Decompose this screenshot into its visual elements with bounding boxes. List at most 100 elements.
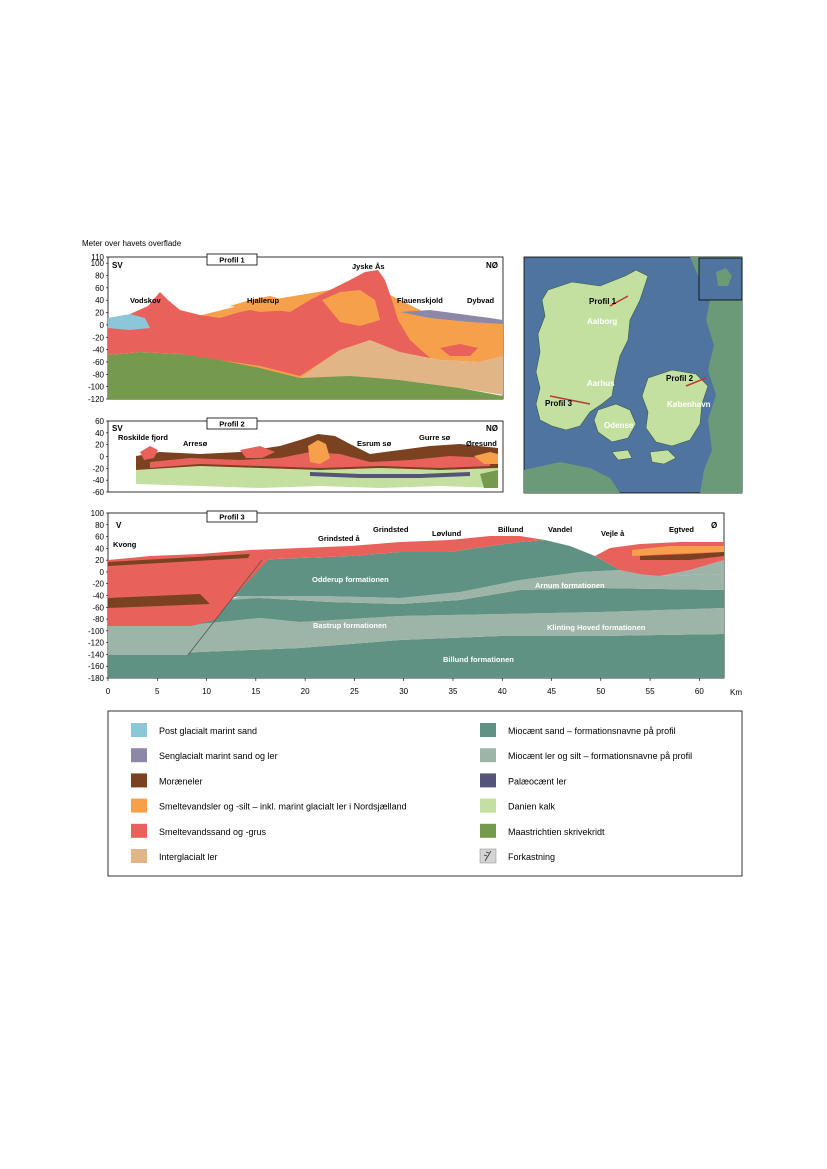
- y-tick-label: -100: [88, 627, 105, 636]
- x-tick-label: 10: [202, 687, 211, 696]
- x-tick-label: 30: [399, 687, 408, 696]
- y-tick-label: -180: [88, 674, 105, 683]
- place-hjallerup: Hjallerup: [247, 296, 280, 305]
- x-axis-unit: Km: [730, 688, 742, 697]
- y-tick-label: 60: [95, 284, 104, 293]
- profile-2: Profil 2 SV NØ 60 40 20 0 -20 -40 -60 Roskilde…: [92, 417, 504, 497]
- legend-label: Senglacialt marint sand og ler: [159, 751, 278, 761]
- x-tick-label: 25: [350, 687, 359, 696]
- profile-2-y-axis: 60 40 20 0 -20 -40 -60: [92, 417, 108, 497]
- legend-swatch: [480, 823, 496, 838]
- y-tick-label: -20: [92, 580, 104, 589]
- place-oresund: Øresund: [466, 439, 497, 448]
- x-tick-label: 15: [251, 687, 260, 696]
- y-tick-label: -60: [92, 358, 104, 367]
- place-grindsted: Grindsted: [373, 525, 409, 534]
- legend-label: Smeltevandsler og -silt – inkl. marint g…: [159, 802, 407, 812]
- x-tick-label: 5: [155, 687, 160, 696]
- y-tick-label: -40: [92, 346, 104, 355]
- senglacial-1: [400, 310, 503, 324]
- profile-3-line: [549, 395, 591, 405]
- x-tick-label: 20: [301, 687, 310, 696]
- legend-swatch: [131, 773, 147, 788]
- place-grindsted-a: Grindsted å: [318, 534, 361, 543]
- y-tick-label: -60: [92, 488, 104, 497]
- place-vandel: Vandel: [548, 525, 572, 534]
- place-gurre-so: Gurre sø: [419, 433, 451, 442]
- y-tick-label: -20: [92, 464, 104, 473]
- y-tick-label: 20: [95, 309, 104, 318]
- label-odderup: Odderup formationen: [312, 575, 389, 584]
- y-tick-label: -40: [92, 592, 104, 601]
- map-label-profil-2: Profil 2: [666, 374, 694, 383]
- fault-line: [187, 559, 263, 656]
- y-tick-label: 110: [91, 253, 104, 262]
- map-label-profil-1: Profil 1: [589, 297, 617, 306]
- legend-item: Palæocænt ler: [480, 773, 567, 788]
- bastrup-formation: [190, 588, 724, 626]
- legend-item: Smeltevandsler og -silt – inkl. marint g…: [131, 798, 407, 813]
- y-tick-label: 100: [91, 509, 105, 518]
- y-tick-label: 80: [95, 272, 104, 281]
- y-tick-label: -160: [88, 662, 105, 671]
- place-kvong: Kvong: [113, 540, 137, 549]
- profile-2-dir-left: SV: [112, 424, 123, 433]
- x-tick-label: 40: [498, 687, 507, 696]
- legend-swatch: [131, 748, 147, 763]
- legend-item: Smeltevandssand og -grus: [131, 823, 267, 838]
- profile-1-dir-right: NØ: [486, 261, 498, 270]
- y-tick-label: 40: [95, 429, 104, 438]
- y-tick-label: -80: [92, 615, 104, 624]
- profile-3-y-axis: 100 80 60 40 20 0 -20 -40 -60 -80 -100 -120 -140 -160…: [88, 509, 108, 683]
- y-tick-label: -40: [92, 476, 104, 485]
- y-tick-label: 20: [95, 441, 104, 450]
- postglacial-1: [108, 314, 150, 330]
- y-tick-label: 0: [100, 568, 105, 577]
- legend-item: Miocænt ler og silt – formationsnavne på…: [480, 748, 692, 763]
- legend-swatch: [131, 723, 147, 737]
- place-roskilde-fjord: Roskilde fjord: [118, 433, 168, 442]
- place-flauenskjold: Flauenskjold: [397, 296, 443, 305]
- map-city-aalborg: Aalborg: [587, 317, 617, 326]
- x-tick-label: 45: [547, 687, 556, 696]
- klinting-hoved-formation: [108, 608, 724, 655]
- place-arreso: Arresø: [183, 439, 208, 448]
- arnum-formation: [230, 570, 724, 604]
- billund-formation: [108, 634, 724, 678]
- y-tick-label: 80: [95, 521, 104, 530]
- legend-label: Miocænt ler og silt – formationsnavne på…: [508, 751, 692, 761]
- legend-swatch: [480, 723, 496, 737]
- y-tick-label: -100: [88, 383, 105, 392]
- profile-3: Profil 3 V Ø 100806040200-20-40-60-80-10…: [88, 509, 742, 697]
- legend-swatch: [480, 748, 496, 763]
- profile-1-line: [609, 295, 629, 307]
- legend-label: Moræneler: [159, 776, 203, 786]
- legend-swatch: [480, 798, 496, 813]
- place-vejle-a: Vejle å: [601, 529, 625, 538]
- location-map: Profil 1 Profil 2 Profil 3 Aalborg Aarhu…: [523, 256, 743, 494]
- legend-label: Smeltevandssand og -grus: [159, 827, 267, 837]
- map-city-kobenhavn: København: [667, 400, 711, 409]
- y-tick-label: -120: [88, 395, 105, 404]
- y-tick-label: -140: [88, 650, 105, 659]
- legend-item: Moræneler: [131, 773, 203, 788]
- y-tick-label: 100: [91, 259, 105, 268]
- place-vodskov: Vodskov: [130, 296, 162, 305]
- legend-swatch: [480, 773, 496, 788]
- legend-item: Senglacialt marint sand og ler: [131, 748, 278, 763]
- y-tick-label: -80: [92, 370, 104, 379]
- y-tick-label: 40: [95, 296, 104, 305]
- y-tick-label: 40: [95, 544, 104, 553]
- legend-item: Interglacialt ler: [131, 849, 218, 863]
- label-bastrup: Bastrup formationen: [313, 621, 387, 630]
- legend-item: Maastrichtien skrivekridt: [480, 823, 605, 838]
- odderup-formation: [230, 540, 620, 598]
- legend-item: Miocænt sand – formationsnavne på profil: [480, 723, 676, 737]
- legend: Post glacialt marint sand Senglacialt mar…: [107, 710, 743, 877]
- y-tick-label: 60: [95, 417, 104, 426]
- meltwater-sand-3: [108, 550, 270, 626]
- legend-label: Miocænt sand – formationsnavne på profil: [508, 726, 676, 736]
